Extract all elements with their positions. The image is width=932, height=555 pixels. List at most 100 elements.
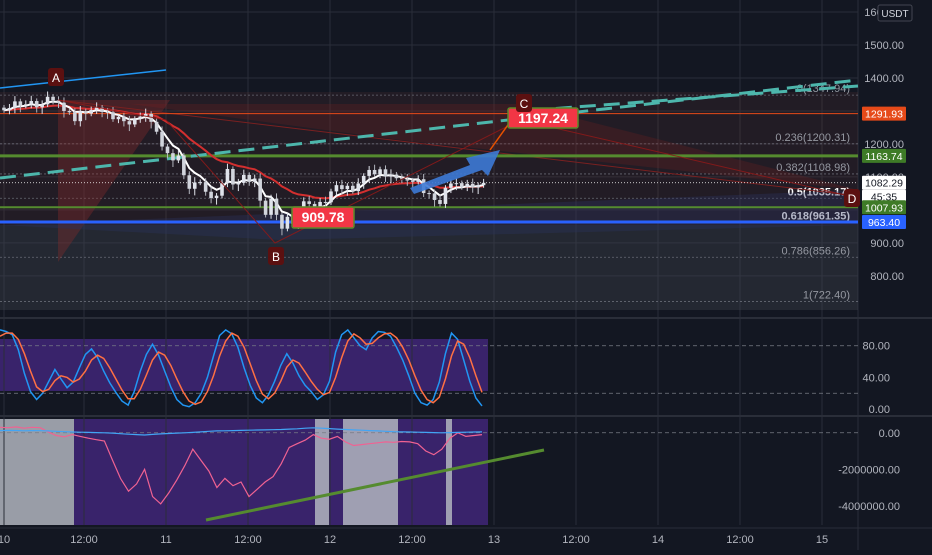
candle-body (351, 185, 355, 192)
candle-body (160, 131, 164, 147)
price-tick-4: 1200.00 (864, 139, 904, 151)
price-tag-bg (862, 214, 906, 229)
time-axis[interactable]: 10 12:00 11 12:00 12 12:00 13 12:00 14 12:00 15 (0, 527, 932, 546)
candle-body (400, 178, 404, 180)
forecast-arrow-icon (410, 150, 500, 194)
candle-body (105, 111, 110, 113)
time-label-9: 12:00 (726, 534, 754, 546)
currency-box[interactable]: USDT (877, 4, 913, 22)
candle-body (78, 111, 83, 122)
candle-body (220, 183, 224, 196)
trend-line-top[interactable] (0, 69, 167, 89)
stoch-series-0 (0, 328, 483, 408)
candle-body (34, 101, 39, 108)
candle-body (329, 191, 333, 203)
gray-band-3 (343, 419, 398, 525)
candle-body (334, 185, 339, 192)
candle-body (247, 174, 252, 182)
candle-body (209, 191, 213, 199)
stoch-tick-1: 40.00 (862, 372, 890, 384)
candle-body (165, 146, 170, 154)
wave-label-bg (48, 68, 64, 86)
candle-body (62, 102, 66, 111)
candle-body (67, 110, 72, 113)
candle-body (187, 175, 192, 189)
fib-retracement[interactable]: 0(1347.94)0.236(1200.31)0.382(1108.98)0.… (0, 83, 858, 310)
candle-body (111, 112, 115, 120)
price-tag-1: 1163.74 (862, 148, 906, 163)
price-tag-label: 1291.93 (865, 109, 903, 121)
candle-body (143, 113, 148, 117)
fib-label-1: 0.236(1200.31) (775, 132, 850, 144)
target-tag-lower[interactable]: 909.78 (291, 206, 355, 229)
time-label-6: 13 (488, 534, 500, 546)
target-tag-upper-bg (507, 107, 579, 129)
candle-body (372, 169, 377, 175)
osc-tick-1: -2000000.00 (838, 464, 900, 476)
candle-body (13, 101, 17, 108)
time-label-3: 12:00 (234, 534, 262, 546)
candle-body (263, 200, 268, 215)
candle-body (83, 111, 88, 114)
wave-label-d[interactable]: D (844, 189, 860, 207)
wave-label-bg (844, 189, 860, 207)
target-tag-lower-label: 909.78 (302, 209, 345, 225)
currency-label: USDT (881, 9, 908, 20)
fib-zone (0, 92, 858, 310)
candle-body (367, 169, 371, 176)
price-tag-2: 1082.29 (862, 175, 906, 190)
candle-body (356, 183, 361, 192)
time-label-5: 12:00 (398, 534, 426, 546)
horizontal-levels (0, 78, 859, 224)
target-tag-upper[interactable]: 1197.24 (507, 107, 579, 129)
candle-body (438, 199, 442, 204)
elliott-wave-path (57, 99, 859, 244)
wave-label-text: A (52, 71, 60, 85)
wave-label-c[interactable]: C (516, 94, 532, 112)
candle-body (51, 96, 55, 101)
annotations[interactable]: 1197.24 909.78 A B C D (48, 68, 860, 265)
candle-body (258, 178, 262, 201)
wave-label-a[interactable]: A (48, 68, 64, 86)
candle-body (280, 214, 284, 229)
candle-body (122, 116, 126, 122)
wave-label-text: D (848, 192, 857, 206)
candle-body (449, 183, 453, 188)
target-tag-lower-bg (291, 206, 355, 229)
price-tag-bg (862, 106, 906, 121)
wave-label-text: B (272, 250, 280, 264)
price-tag-label: 1007.93 (865, 202, 903, 214)
gray-band-1 (0, 419, 74, 525)
wave-label-text: C (520, 97, 529, 111)
price-tick-1: 900.00 (870, 238, 904, 250)
price-tag-4: 1007.93 (862, 200, 906, 215)
candle-body (345, 185, 350, 190)
candle-body (24, 104, 28, 106)
candle-body (236, 182, 241, 185)
candle-body (405, 179, 410, 181)
candle-body (133, 118, 137, 125)
wave-label-bg (516, 94, 532, 112)
trend-line-upper-red[interactable] (57, 99, 859, 197)
candle-body (432, 193, 437, 200)
candle-body (40, 104, 44, 108)
candle-body (73, 112, 77, 122)
time-label-0: 10 (0, 534, 10, 546)
fib-label-5: 0.786(856.26) (782, 245, 851, 257)
triangle-upper (130, 104, 858, 190)
candle-body (285, 216, 290, 229)
price-tick-6: 1400.00 (864, 73, 904, 85)
fib-label-4: 0.618(961.35) (782, 211, 851, 223)
osc-tick-0: 0.00 (879, 428, 900, 440)
wave-label-bg (268, 247, 284, 265)
candle-body (2, 107, 6, 111)
oscillator-panel (0, 426, 858, 522)
candle-body (274, 198, 279, 215)
wave-label-b[interactable]: B (268, 247, 284, 265)
candle-body (154, 121, 159, 132)
osc-series-0 (0, 426, 483, 505)
osc-series-1 (0, 427, 483, 436)
